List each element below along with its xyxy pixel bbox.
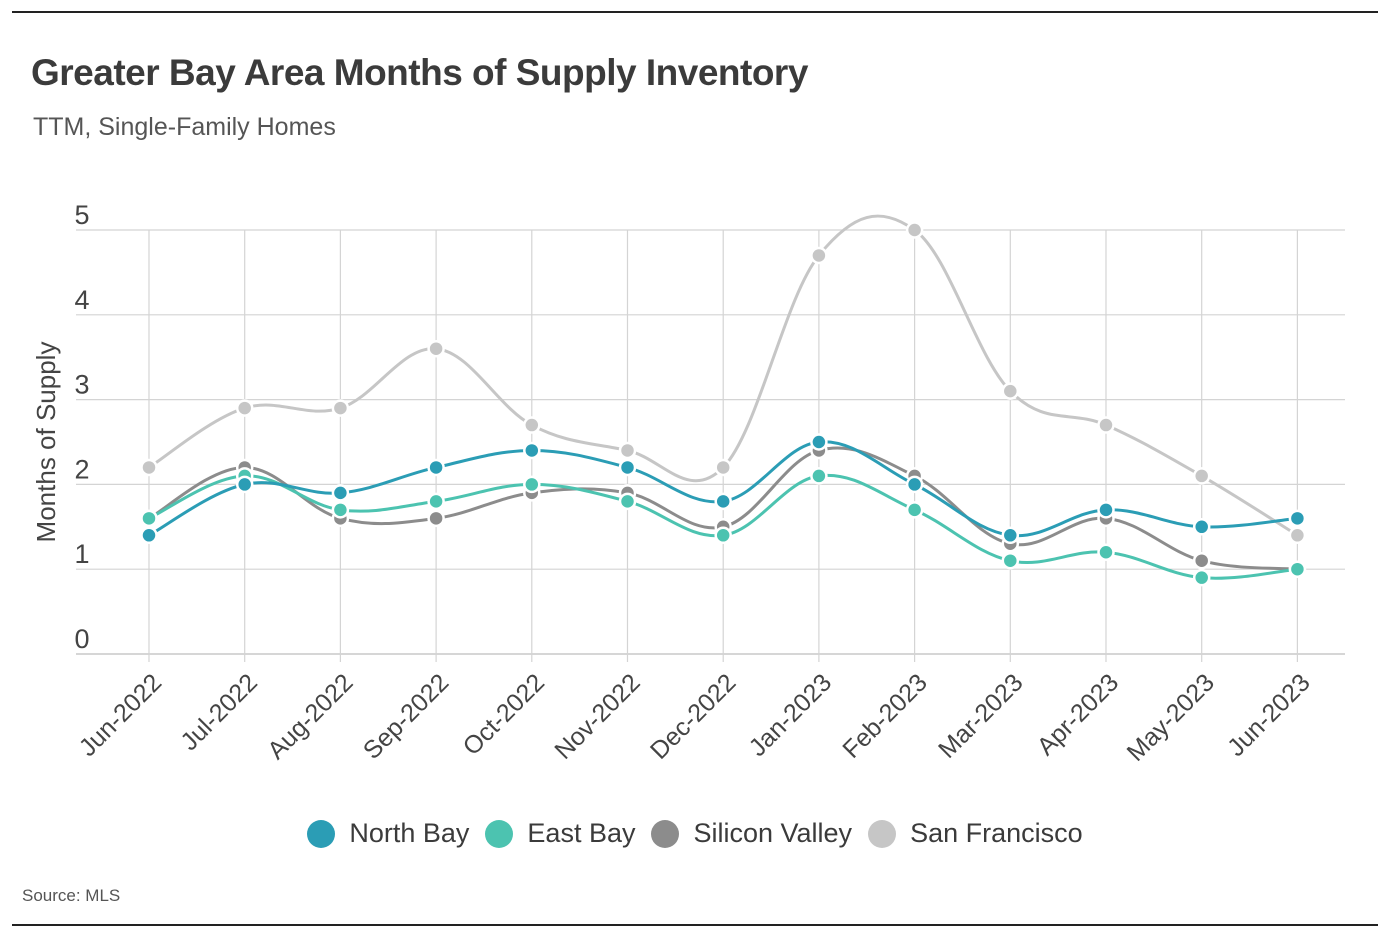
legend-item-north-bay: North Bay [307,818,469,849]
legend-item-san-francisco: San Francisco [868,818,1083,849]
point-san-francisco-0 [140,458,158,477]
point-north-bay-6 [714,492,732,511]
point-north-bay-10 [1097,501,1115,519]
point-san-francisco-10 [1097,416,1115,434]
point-north-bay-5 [618,458,637,477]
point-north-bay-0 [140,526,158,545]
x-tick-label: Aug-2022 [262,668,358,764]
y-tick-label: 5 [74,200,89,230]
point-north-bay-7 [810,433,828,451]
point-san-francisco-6 [714,458,732,477]
series-san-francisco [140,214,1307,545]
x-tick-label: Sep-2022 [358,668,454,764]
x-axis-ticks: Jun-2022 Jul-2022 Aug-2022 Sep-2022 Oct-2022… [74,668,1316,766]
point-east-bay-2 [331,501,350,519]
point-silicon-valley-3 [427,509,445,528]
point-north-bay-2 [331,484,350,502]
source-note: Source: MLS [22,886,121,905]
top-rule [12,11,1378,13]
legend-marker [485,819,514,848]
point-san-francisco-5 [618,441,637,460]
point-north-bay-8 [905,475,924,494]
point-east-bay-12 [1288,560,1307,578]
series-north-bay [140,433,1307,545]
series-group [140,214,1307,587]
point-north-bay-11 [1192,518,1211,536]
point-east-bay-10 [1097,543,1115,561]
x-tick-label: Jan-2023 [744,668,838,762]
x-tick-label: Feb-2023 [837,668,932,763]
point-east-bay-0 [140,509,158,528]
point-east-bay-9 [1001,551,1020,570]
point-san-francisco-2 [331,399,350,417]
point-north-bay-1 [235,475,254,494]
x-tick-label: Dec-2022 [645,668,741,764]
point-east-bay-5 [618,492,637,511]
x-tick-label: Nov-2022 [549,668,645,764]
x-tick-label: Jun-2023 [1222,668,1316,762]
point-east-bay-8 [905,501,924,519]
y-axis-label: Months of Supply [31,342,61,543]
point-san-francisco-1 [235,399,254,417]
x-tick-label: Jul-2022 [175,668,263,756]
legend-item-silicon-valley: Silicon Valley [651,818,852,849]
y-tick-label: 4 [74,285,89,315]
legend-marker [651,819,680,848]
point-east-bay-11 [1192,568,1211,587]
legend-label: East Bay [527,818,636,848]
legend-marker [868,819,897,848]
point-north-bay-4 [523,441,541,460]
legend-label: Silicon Valley [693,818,853,848]
bottom-rule [12,924,1378,926]
point-san-francisco-12 [1288,526,1307,545]
point-san-francisco-4 [523,416,541,434]
x-tick-label: Oct-2022 [458,668,551,761]
line-san-francisco [148,214,1299,537]
y-tick-label: 1 [74,539,89,569]
chart-subtitle: TTM, Single-Family Homes [33,113,336,141]
legend-marker [307,819,336,848]
legend-label: North Bay [349,818,470,848]
point-north-bay-3 [427,458,445,477]
y-axis-ticks: 0 1 2 3 4 5 [74,200,89,654]
x-tick-label: Apr-2023 [1032,668,1125,761]
y-tick-label: 0 [74,624,89,654]
grid-lines [76,229,1345,662]
series-east-bay [140,467,1307,587]
point-east-bay-6 [714,526,732,545]
chart-title: Greater Bay Area Months of Supply Invent… [31,52,808,93]
point-san-francisco-8 [905,221,924,239]
y-tick-label: 2 [74,454,89,484]
point-east-bay-7 [810,467,828,485]
point-silicon-valley-11 [1192,551,1211,570]
point-san-francisco-11 [1192,467,1211,485]
legend-label: San Francisco [910,818,1083,848]
point-north-bay-12 [1288,509,1307,528]
point-north-bay-9 [1001,526,1020,545]
point-east-bay-4 [523,475,541,494]
x-tick-label: May-2023 [1122,668,1220,766]
point-san-francisco-9 [1001,382,1020,400]
point-san-francisco-3 [427,339,445,358]
x-tick-label: Mar-2023 [933,668,1028,763]
point-east-bay-3 [427,492,445,511]
legend-item-east-bay: East Bay [485,818,635,849]
x-tick-label: Jun-2022 [74,668,168,762]
chart-legend: North Bay East Bay Silicon Valley San Franc… [0,818,1390,849]
y-tick-label: 3 [74,370,89,400]
point-san-francisco-7 [810,246,828,265]
